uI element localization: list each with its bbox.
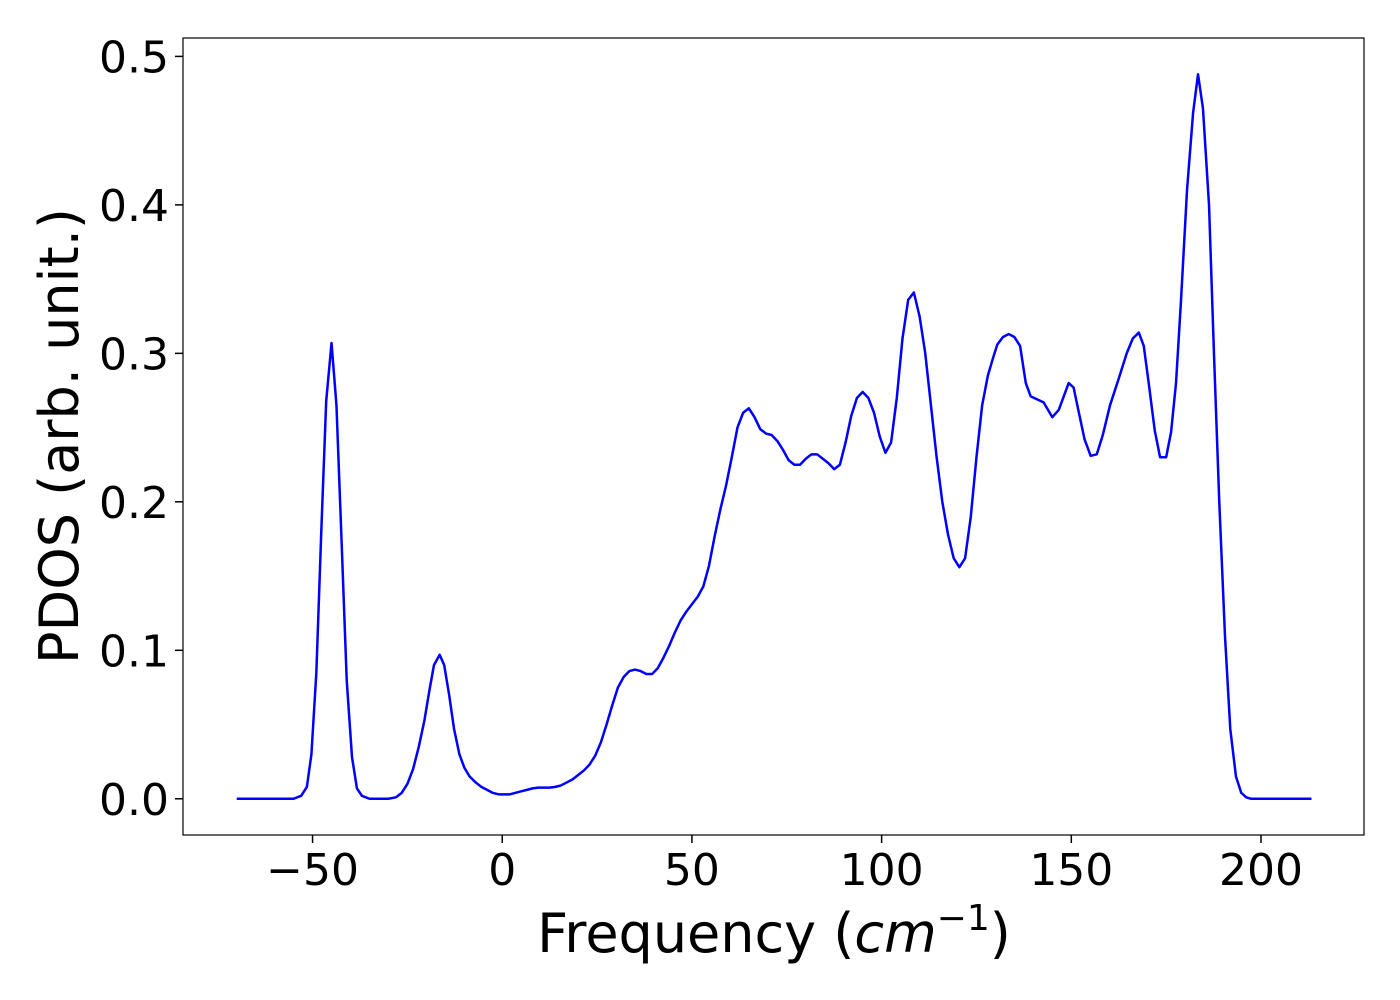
x-tick-label: 200: [1219, 845, 1303, 896]
x-tick-label: 150: [1029, 845, 1113, 896]
plot-frame: [182, 37, 1365, 836]
x-label-math: cm: [854, 902, 936, 965]
x-tick-label: 0: [488, 845, 516, 896]
y-tick-label: 0.4: [99, 181, 169, 232]
y-axis-label: PDOS (arb. unit.): [28, 208, 91, 664]
x-label-close: ): [990, 902, 1011, 965]
pdos-line: [236, 72, 1312, 801]
y-tick-label: 0.0: [99, 775, 169, 826]
x-label-sup: −1: [937, 898, 990, 939]
x-axis-label: Frequency (cm−1): [537, 898, 1011, 965]
y-tick-label: 0.5: [99, 32, 169, 83]
y-tick-label: 0.1: [99, 626, 169, 677]
y-tick-label: 0.2: [99, 478, 169, 529]
x-tick-label: 50: [664, 845, 720, 896]
x-label-text: Frequency (: [537, 902, 854, 965]
x-tick-label: 100: [840, 845, 924, 896]
y-tick-label: 0.3: [99, 329, 169, 380]
x-tick-label: −50: [266, 845, 359, 896]
